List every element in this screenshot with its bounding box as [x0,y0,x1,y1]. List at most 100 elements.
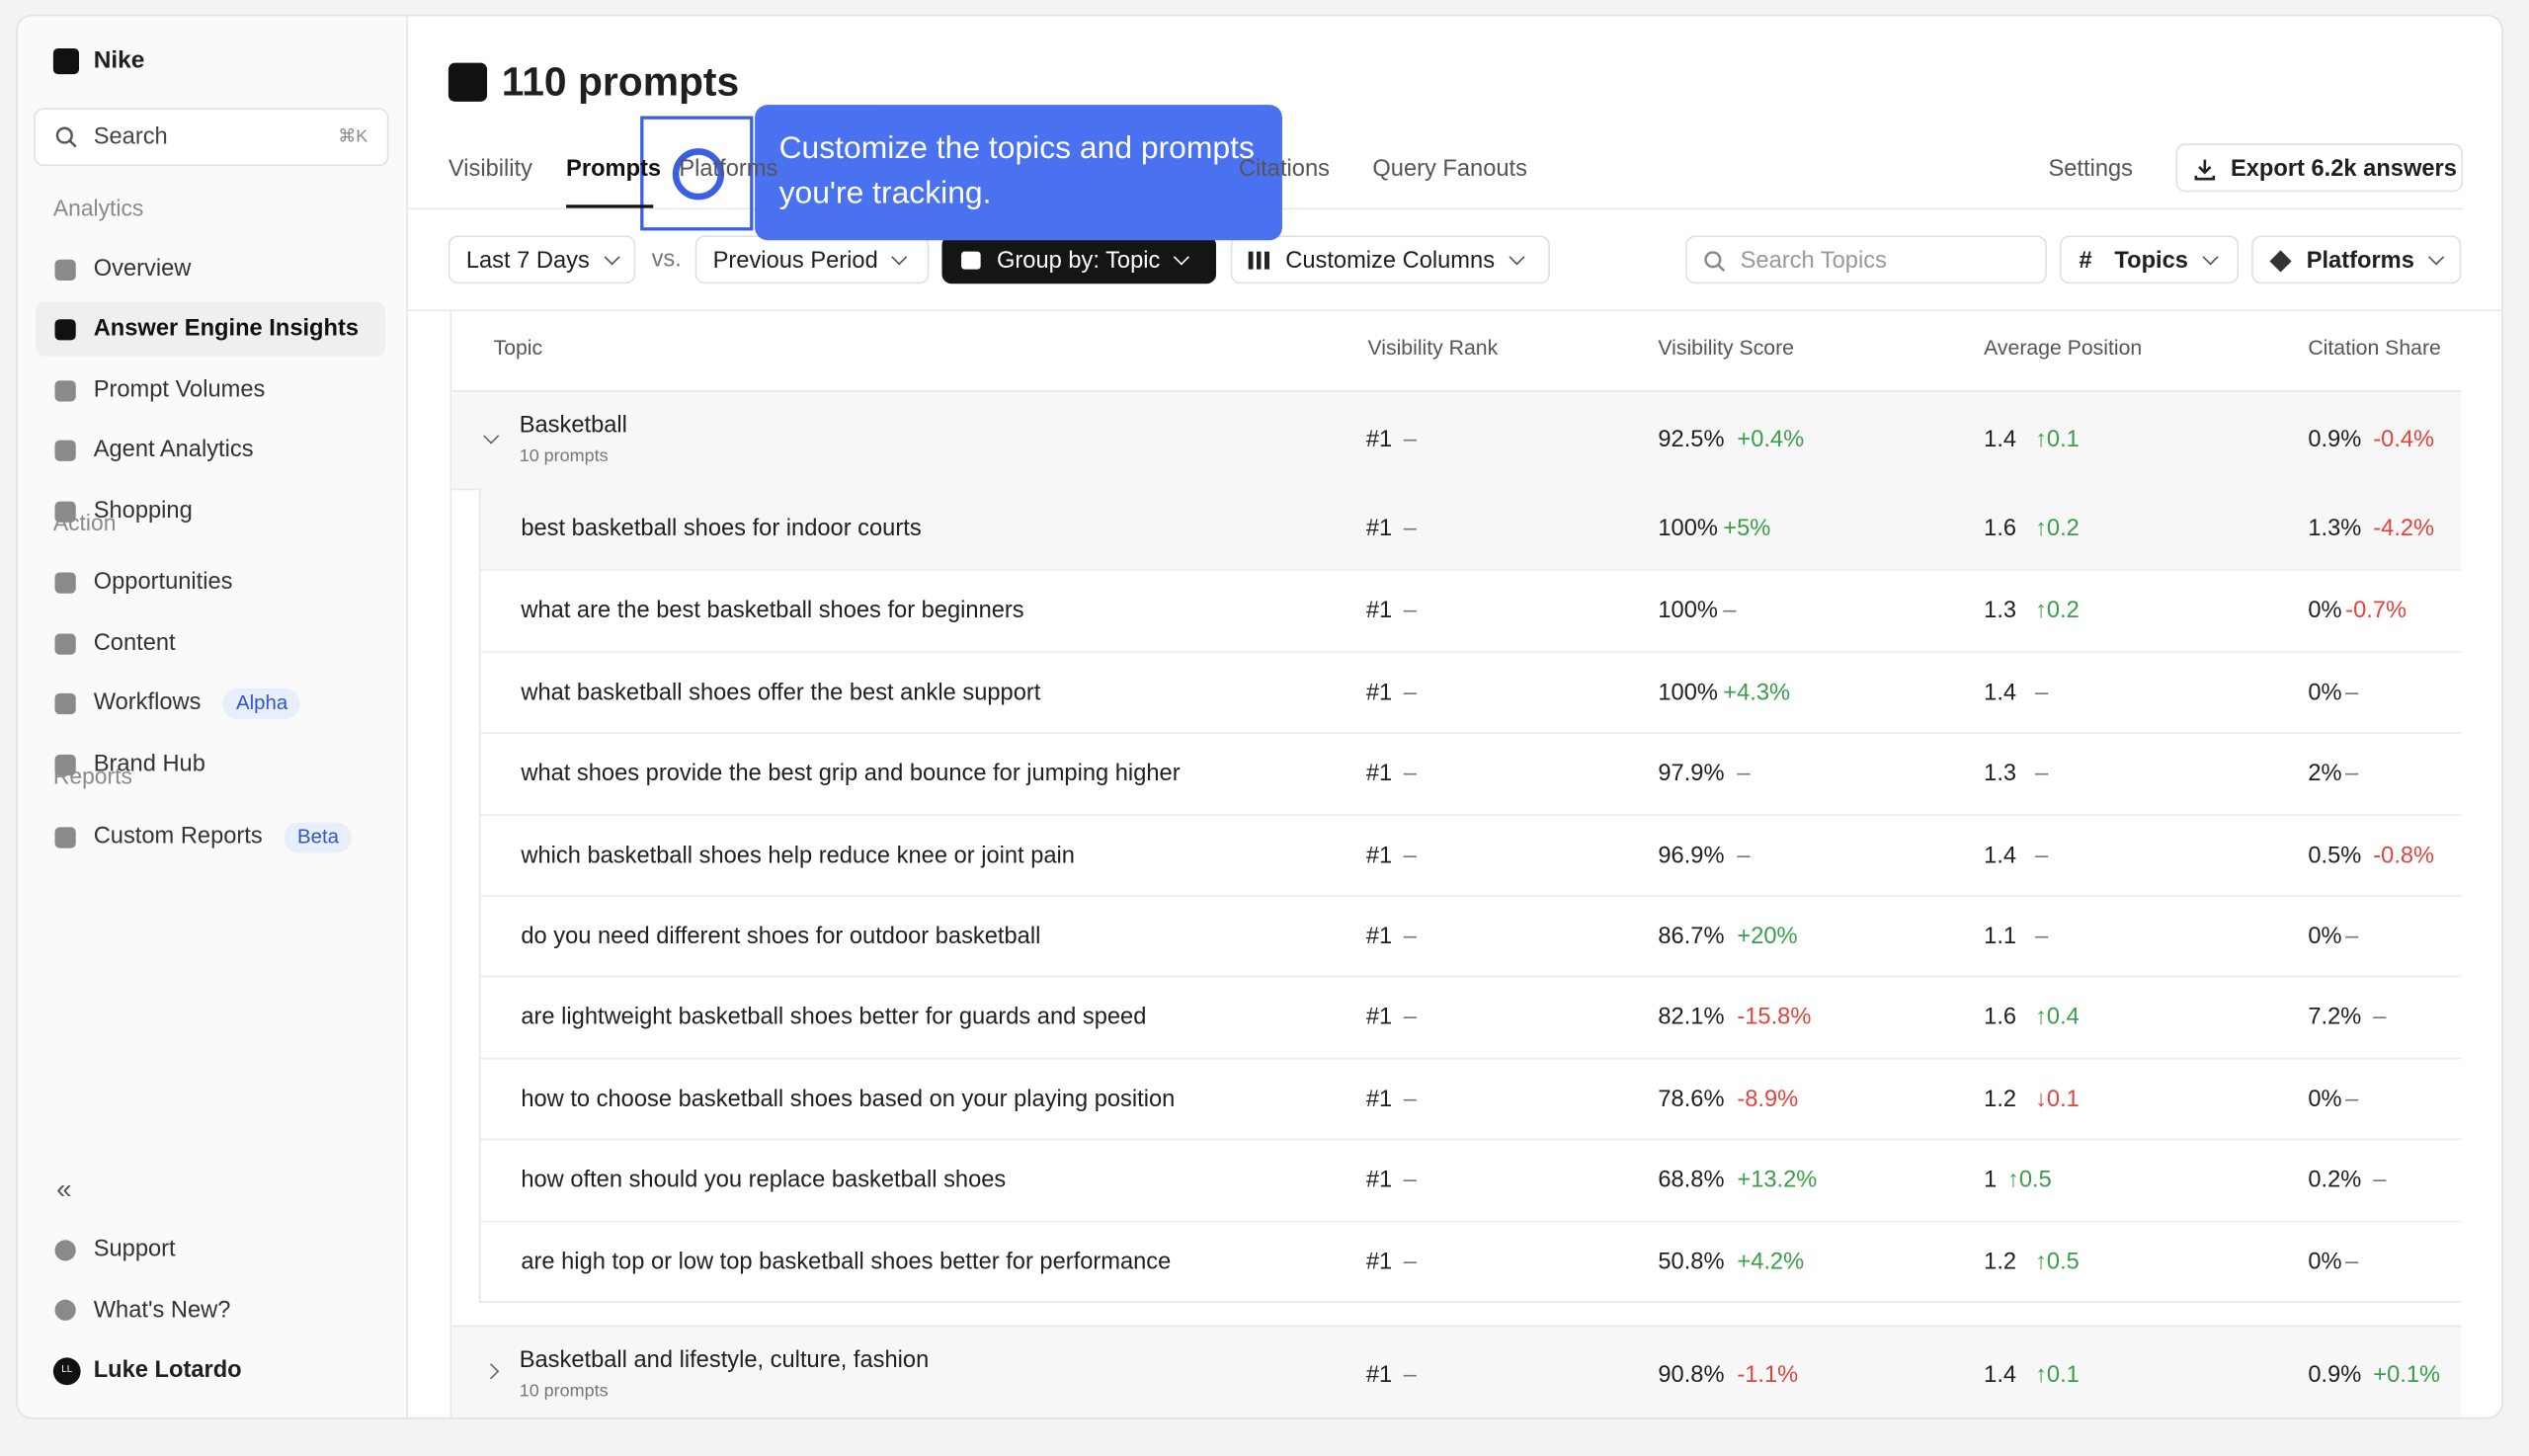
topic-group-row[interactable]: Basketball and lifestyle, culture, fashi… [451,1325,2462,1417]
prompt-row[interactable]: are lightweight basketball shoes better … [480,976,2462,1059]
tab[interactable]: Visibility [448,156,532,183]
metric-value: 82.1% [1658,1005,1725,1031]
nav-item[interactable]: Answer Engine Insights [35,301,386,357]
nav-item[interactable]: Content [36,615,385,670]
prompt-row[interactable]: are high top or low top basketball shoes… [480,1220,2462,1303]
metric-change: -4.2% [2373,516,2435,542]
footer-icon [54,1299,76,1322]
search-box[interactable]: Search ⌘K [34,108,389,167]
nav-icon [54,633,76,655]
footer-link[interactable]: What's New? [93,1297,231,1324]
metric-value: 1.3% [2308,516,2362,542]
metric-value: 1.2 [1984,1086,2017,1112]
metric-value: 0.9% [2308,427,2362,453]
metric-change: – [2345,924,2359,950]
column-header[interactable]: Visibility Rank [1367,335,1499,361]
metric-change: ↑0.4 [2035,1005,2080,1031]
nav-icon [54,754,76,775]
columns-button[interactable]: Customize Columns [1230,235,1550,284]
nav-item[interactable]: Overview [36,241,385,295]
search-placeholder: Search [93,123,168,150]
nav-item[interactable]: Agent Analytics [36,423,385,477]
metric-value: 1.4 [1984,1362,2017,1389]
compare-label: Previous Period [712,248,878,275]
metric-change: +20% [1737,924,1798,950]
metric-change: – [2035,761,2049,787]
range-select[interactable]: Last 7 Days [448,235,636,284]
metric-value: #1 [1365,1005,1393,1031]
metric-value: 68.8% [1658,1168,1725,1194]
metric-value: 1.2 [1984,1249,2017,1275]
metric-value: #1 [1365,516,1393,542]
prompt-text: what are the best basketball shoes for b… [521,599,1024,625]
export-button[interactable]: Export 6.2k answers [2175,143,2464,193]
nav-icon [54,500,76,523]
prompt-count: 10 prompts [519,446,609,466]
metric-value: #1 [1365,680,1393,706]
metric-value: #1 [1365,1086,1393,1112]
metric-value: #1 [1365,761,1393,787]
column-header[interactable]: Citation Share [2308,335,2441,361]
topics-filter[interactable]: # Topics [2059,235,2240,284]
column-header[interactable]: Average Position [1984,335,2143,361]
metric-change: ↑0.1 [2035,427,2080,453]
toolbar-divider [408,309,2502,312]
nav-label: Prompt Volumes [93,376,266,403]
nav-label: Agent Analytics [93,437,254,463]
metric-value: 0% [2308,1249,2342,1275]
highlight-box [640,116,754,231]
topic-group-row[interactable]: Basketball 10 prompts #1– 92.5% +0.4% 1.4 ↑0.1… [451,390,2462,491]
topic-search[interactable]: Search Topics [1685,235,2047,284]
metric-change: – [2373,1168,2387,1194]
prompt-row[interactable]: which basketball shoes help reduce knee … [480,813,2462,897]
metric-change: ↑0.2 [2035,599,2080,625]
metric-value: 100% [1658,680,1718,706]
expand-icon [483,1363,500,1380]
prompt-row[interactable]: best basketball shoes for indoor courts #… [480,488,2462,570]
prompt-row[interactable]: what are the best basketball shoes for b… [480,569,2462,653]
metric-change: – [2035,924,2049,950]
nav-item[interactable]: Prompt Volumes [36,362,385,416]
section-heading: Reports [52,763,132,789]
tab[interactable]: Platforms [679,156,778,183]
column-header[interactable]: Topic [493,335,543,361]
nav-item[interactable]: Custom Reports Beta [36,809,385,863]
metric-change: – [2345,1249,2359,1275]
compare-select[interactable]: Previous Period [694,235,930,284]
metric-change: -0.8% [2373,843,2435,869]
prompt-row[interactable]: how to choose basketball shoes based on … [480,1057,2462,1140]
nav-label: Brand Hub [93,751,205,777]
tab[interactable]: Prompts [566,156,662,183]
avatar: LL [52,1357,81,1386]
metric-value: #1 [1365,843,1393,869]
footer-link[interactable]: Support [93,1237,176,1263]
prompt-row[interactable]: what basketball shoes offer the best ank… [480,651,2462,734]
nav-item[interactable]: Workflows Alpha [36,676,385,730]
prompt-row[interactable]: what shoes provide the best grip and bou… [480,732,2462,815]
metric-value: 0% [2308,1086,2342,1112]
range-label: Last 7 Days [465,248,590,275]
group-select[interactable]: Group by: Topic [941,235,1217,284]
prompt-row[interactable]: how often should you replace basketball … [480,1138,2462,1222]
metric-value: 1.6 [1984,1005,2017,1031]
tab[interactable]: Citations [1238,156,1330,183]
nav-icon [54,258,76,281]
workspace[interactable]: Nike [93,46,145,75]
nav-item[interactable]: Shopping [36,483,385,537]
metric-change: – [2035,680,2049,706]
prompt-text: are lightweight basketball shoes better … [521,1005,1147,1031]
platforms-filter[interactable]: Platforms [2251,235,2462,284]
nav-item[interactable]: Brand Hub [36,737,385,791]
metric-change: – [2345,680,2359,706]
column-header[interactable]: Visibility Score [1658,335,1794,361]
metric-change: – [2345,761,2359,787]
columns-label: Customize Columns [1285,248,1496,275]
topic-name: Basketball and lifestyle, culture, fashi… [519,1347,930,1374]
metric-change: -0.4% [2373,427,2435,453]
prompt-row[interactable]: do you need different shoes for outdoor … [480,894,2462,978]
nav-item[interactable]: Opportunities [36,555,385,609]
settings[interactable]: Settings [2048,156,2134,183]
user-name[interactable]: Luke Lotardo [93,1357,242,1384]
prompt-list: best basketball shoes for indoor courts #… [478,488,2462,1303]
tab[interactable]: Query Fanouts [1372,156,1527,183]
